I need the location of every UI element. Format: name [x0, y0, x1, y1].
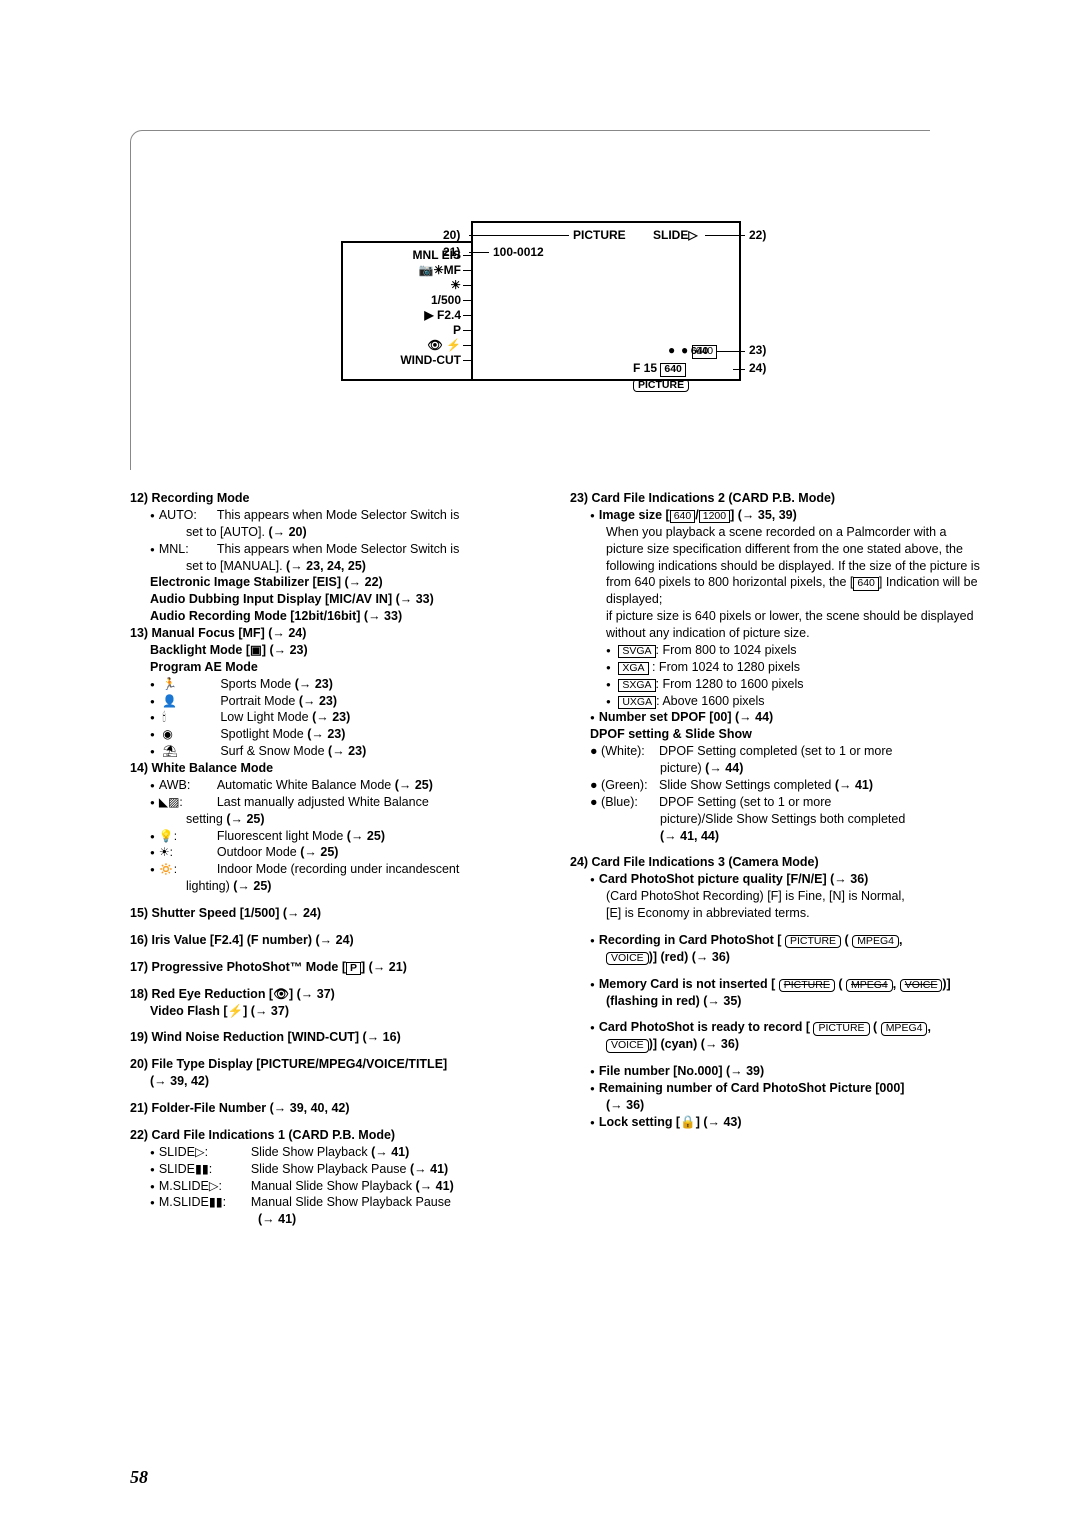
s14-fluo: 💡:Fluorescent light Mode (→ 25) [130, 828, 540, 845]
s23-head: 23) Card File Indications 2 (CARD P.B. M… [570, 490, 980, 507]
lcd-l6: P [453, 323, 461, 337]
s12-auto: AUTO:This appears when Mode Selector Swi… [130, 507, 540, 524]
s21: 21) Folder-File Number (→ 39, 40, 42) [130, 1100, 540, 1117]
left-column: 12) Recording Mode AUTO:This appears whe… [130, 490, 540, 1228]
s22-b: SLIDE▮▮:Slide Show Playback Pause (→ 41) [130, 1161, 540, 1178]
rb-folder: 100-0012 [493, 245, 544, 259]
s12-arm: Audio Recording Mode [12bit/16bit] (→ 33… [130, 608, 540, 625]
s14-in2: lighting) (→ 25) [130, 878, 540, 895]
s22-head: 22) Card File Indications 1 (CARD P.B. M… [130, 1127, 540, 1144]
s13-pae: Program AE Mode [130, 659, 540, 676]
s24-head: 24) Card File Indications 3 (Camera Mode… [570, 854, 980, 871]
page-number: 58 [130, 1467, 148, 1488]
s23-p1: When you playback a scene recorded on a … [570, 524, 980, 608]
lcd-l2: 📷✳MF [419, 263, 461, 277]
s12-head: 12) Recording Mode [130, 490, 540, 507]
s12-mnl: MNL:This appears when Mode Selector Swit… [130, 541, 540, 558]
rb-640-box: ● 640 [681, 343, 717, 359]
s24-rec2: VOICE)] (red) (→ 36) [570, 949, 980, 966]
rb-f15: F 15 640 PICTURE [633, 361, 739, 392]
s13-lowlight: 🕯Low Light Mode (→ 23) [130, 709, 540, 726]
s12-eis: Electronic Image Stabilizer [EIS] (→ 22) [130, 574, 540, 591]
s13-sports: 🏃Sports Mode (→ 23) [130, 676, 540, 693]
s12-adi: Audio Dubbing Input Display [MIC/AV IN] … [130, 591, 540, 608]
s14-awb: AWB:Automatic White Balance Mode (→ 25) [130, 777, 540, 794]
s16: 16) Iris Value [F2.4] (F number) (→ 24) [130, 932, 540, 949]
s23-white2: picture) (→ 44) [570, 760, 980, 777]
s23-sxga: SXGA: From 1280 to 1600 pixels [570, 676, 980, 693]
s13-portrait: 👤Portrait Mode (→ 23) [130, 693, 540, 710]
lcd-l7: 👁 ⚡ [427, 338, 461, 352]
n20: 20) [443, 228, 460, 242]
s18-vf: Video Flash [⚡] (→ 37) [130, 1003, 540, 1020]
s23-dpof: DPOF setting & Slide Show [570, 726, 980, 743]
s13-bl: Backlight Mode [▣] (→ 23) [130, 642, 540, 659]
s23-white: ● (White):DPOF Setting completed (set to… [570, 743, 980, 760]
line [469, 252, 489, 253]
n22: 22) [749, 228, 766, 242]
s24-mem2: (flashing in red) (→ 35) [570, 993, 980, 1010]
s24-rec: Recording in Card PhotoShot [ PICTURE ( … [570, 932, 980, 949]
s23-img: Image size [640/1200] (→ 35, 39) [570, 507, 980, 524]
line [469, 235, 569, 236]
s22-a: SLIDE▷:Slide Show Playback (→ 41) [130, 1144, 540, 1161]
s14-last2: setting (→ 25) [130, 811, 540, 828]
s13-surf: ⛱Surf & Snow Mode (→ 23) [130, 743, 540, 760]
s24-lock: Lock setting [🔒] (→ 43) [570, 1114, 980, 1131]
lcd-l4: 1/500 [431, 293, 461, 307]
line [705, 235, 745, 236]
s24-rem-ref: (→ 36) [570, 1097, 980, 1114]
s24-rem: Remaining number of Card PhotoShot Pictu… [570, 1080, 980, 1097]
s23-uxga: UXGA: Above 1600 pixels [570, 693, 980, 710]
s20: 20) File Type Display [PICTURE/MPEG4/VOI… [130, 1056, 540, 1073]
n23: 23) [749, 343, 766, 357]
s12-mnl2: set to [MANUAL]. (→ 23, 24, 25) [130, 558, 540, 575]
s23-p2: if picture size is 640 pixels or lower, … [570, 608, 980, 642]
s23-blue3: (→ 41, 44) [570, 828, 980, 845]
s24-q1: (Card PhotoShot Recording) [F] is Fine, … [570, 888, 980, 905]
line [717, 351, 745, 352]
s22-d: M.SLIDE▮▮:Manual Slide Show Playback Pau… [130, 1194, 540, 1211]
n21: 21) [443, 245, 460, 259]
s15: 15) Shutter Speed [1/500] (→ 24) [130, 905, 540, 922]
s14-head: 14) White Balance Mode [130, 760, 540, 777]
s22-c: M.SLIDE▷:Manual Slide Show Playback (→ 4… [130, 1178, 540, 1195]
s19: 19) Wind Noise Reduction [WIND-CUT] (→ 1… [130, 1029, 540, 1046]
s17: 17) Progressive PhotoShot™ Mode [P] (→ 2… [130, 959, 540, 976]
s23-xga: XGA : From 1024 to 1280 pixels [570, 659, 980, 676]
lcd-diagram: MNL EIS 📷✳MF ☀ 1/500 ▶ F2.4 P 👁 ⚡ WIND-C… [130, 130, 930, 470]
s24-rdy2: VOICE)] (cyan) (→ 36) [570, 1036, 980, 1053]
s13-head: 13) Manual Focus [MF] (→ 24) [130, 625, 540, 642]
s23-blue2: picture)/Slide Show Settings both comple… [570, 811, 980, 828]
s24-mem: Memory Card is not inserted [ PICTURE ( … [570, 976, 980, 993]
s20-ref: (→ 39, 42) [130, 1073, 540, 1090]
manual-page: MNL EIS 📷✳MF ☀ 1/500 ▶ F2.4 P 👁 ⚡ WIND-C… [0, 0, 1080, 1528]
s23-svga: SVGA: From 800 to 1024 pixels [570, 642, 980, 659]
s23-green: ● (Green):Slide Show Settings completed … [570, 777, 980, 794]
lcd-l5: ▶ F2.4 [424, 308, 461, 322]
s14-out: ☀:Outdoor Mode (→ 25) [130, 844, 540, 861]
s12-auto2: set to [AUTO]. (→ 20) [130, 524, 540, 541]
s24-q: Card PhotoShot picture quality [F/N/E] (… [570, 871, 980, 888]
n24: 24) [749, 361, 766, 375]
rb-slide: SLIDE▷ [653, 228, 698, 242]
lcd-l8: WIND-CUT [400, 353, 461, 367]
s24-q2: [E] is Economy in abbreviated terms. [570, 905, 980, 922]
s14-last: ◣▨:Last manually adjusted White Balance [130, 794, 540, 811]
lcd-right-box: 20) PICTURE 21) 100-0012 SLIDE▷ 22) ● ● … [471, 221, 741, 381]
s13-spot: ◉Spotlight Mode (→ 23) [130, 726, 540, 743]
s14-in: 🔅:Indoor Mode (recording under incandesc… [130, 861, 540, 878]
rb-picture: PICTURE [573, 228, 626, 242]
s24-fn: File number [No.000] (→ 39) [570, 1063, 980, 1080]
s22-d2: (→ 41) [130, 1211, 540, 1228]
line [733, 369, 745, 370]
text-columns: 12) Recording Mode AUTO:This appears whe… [130, 490, 980, 1228]
s23-blue: ● (Blue):DPOF Setting (set to 1 or more [570, 794, 980, 811]
s23-num: Number set DPOF [00] (→ 44) [570, 709, 980, 726]
lcd-l3: ☀ [450, 278, 461, 292]
s24-rdy: Card PhotoShot is ready to record [ PICT… [570, 1019, 980, 1036]
s18: 18) Red Eye Reduction [👁] (→ 37) [130, 986, 540, 1003]
right-column: 23) Card File Indications 2 (CARD P.B. M… [570, 490, 980, 1228]
